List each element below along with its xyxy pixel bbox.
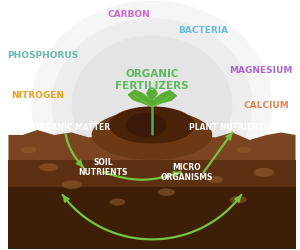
Polygon shape xyxy=(8,187,295,249)
Ellipse shape xyxy=(126,112,166,138)
Text: CALCIUM: CALCIUM xyxy=(244,100,290,110)
Ellipse shape xyxy=(237,147,251,153)
Ellipse shape xyxy=(158,188,175,196)
Text: NITROGEN: NITROGEN xyxy=(11,91,64,100)
Ellipse shape xyxy=(39,163,58,171)
Ellipse shape xyxy=(254,168,274,177)
Ellipse shape xyxy=(207,176,223,183)
Circle shape xyxy=(32,1,273,210)
Text: SOIL
NUTRIENTS: SOIL NUTRIENTS xyxy=(79,158,128,177)
Text: CARBON: CARBON xyxy=(108,10,150,19)
Text: PLANT NUTRIENTS: PLANT NUTRIENTS xyxy=(189,123,270,132)
Text: MAGNESIUM: MAGNESIUM xyxy=(230,66,293,75)
Ellipse shape xyxy=(109,106,195,144)
Ellipse shape xyxy=(110,198,125,205)
Circle shape xyxy=(52,18,253,192)
Ellipse shape xyxy=(21,146,36,153)
Text: ORGANIC MATTER: ORGANIC MATTER xyxy=(33,123,110,132)
Text: ORGANIC
FERTILIZERS: ORGANIC FERTILIZERS xyxy=(115,70,189,91)
Polygon shape xyxy=(8,160,295,187)
Polygon shape xyxy=(128,90,152,107)
Circle shape xyxy=(72,36,232,175)
Text: PHOSPHORUS: PHOSPHORUS xyxy=(7,51,79,60)
Text: MICRO
ORGANISMS: MICRO ORGANISMS xyxy=(160,162,213,182)
Ellipse shape xyxy=(92,110,212,160)
Polygon shape xyxy=(8,130,295,249)
Text: BACTERIA: BACTERIA xyxy=(178,26,229,35)
Ellipse shape xyxy=(61,180,82,189)
Polygon shape xyxy=(147,89,157,100)
Ellipse shape xyxy=(230,196,247,203)
Polygon shape xyxy=(152,91,176,107)
